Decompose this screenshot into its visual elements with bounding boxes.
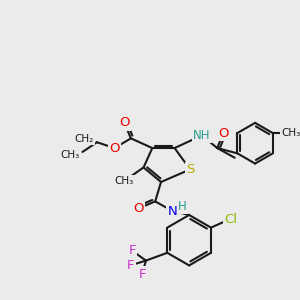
Text: O: O	[109, 142, 120, 154]
Text: N: N	[168, 205, 178, 218]
Text: NH: NH	[193, 129, 211, 142]
Text: Cl: Cl	[224, 213, 237, 226]
Text: S: S	[186, 163, 194, 176]
Text: H: H	[178, 200, 187, 213]
Text: O: O	[119, 116, 129, 129]
Text: F: F	[138, 268, 146, 281]
Text: O: O	[218, 127, 228, 140]
Text: CH₃: CH₃	[281, 128, 300, 138]
Text: CH₂: CH₂	[75, 134, 94, 144]
Text: O: O	[134, 202, 144, 215]
Text: CH₃: CH₃	[115, 176, 134, 186]
Text: CH₃: CH₃	[60, 150, 80, 160]
Text: F: F	[127, 259, 134, 272]
Text: F: F	[129, 244, 136, 257]
